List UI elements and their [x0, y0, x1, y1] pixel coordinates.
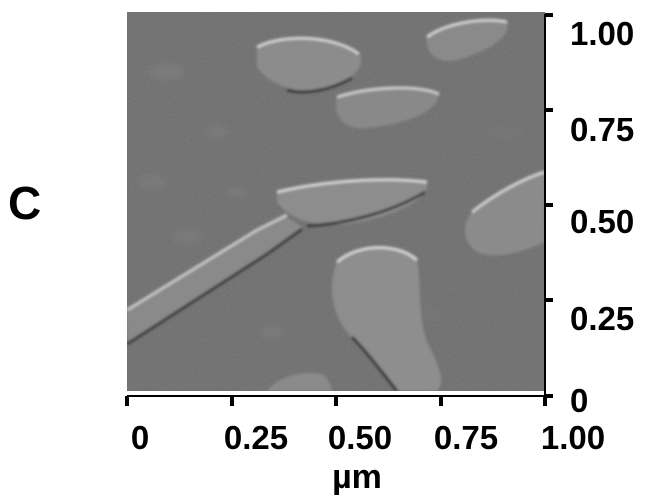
- y-tick-label: 0.75: [570, 111, 635, 148]
- x-tick-label: 0.50: [327, 419, 393, 456]
- x-axis-unit: µm: [332, 458, 382, 496]
- y-tick-label: 0: [570, 382, 589, 419]
- x-tick-label: 0.75: [433, 419, 499, 456]
- x-tick-label: 0.25: [223, 419, 289, 456]
- panel-label: C: [8, 177, 42, 229]
- afm-surface-texture: [127, 12, 545, 391]
- x-tick-label: 1.00: [540, 419, 606, 456]
- x-tick-label: 0: [130, 419, 150, 456]
- y-tick-label: 0.25: [570, 300, 635, 337]
- y-tick-label: 1.00: [570, 15, 635, 52]
- y-tick-label: 0.50: [570, 203, 635, 240]
- afm-image: [127, 12, 545, 391]
